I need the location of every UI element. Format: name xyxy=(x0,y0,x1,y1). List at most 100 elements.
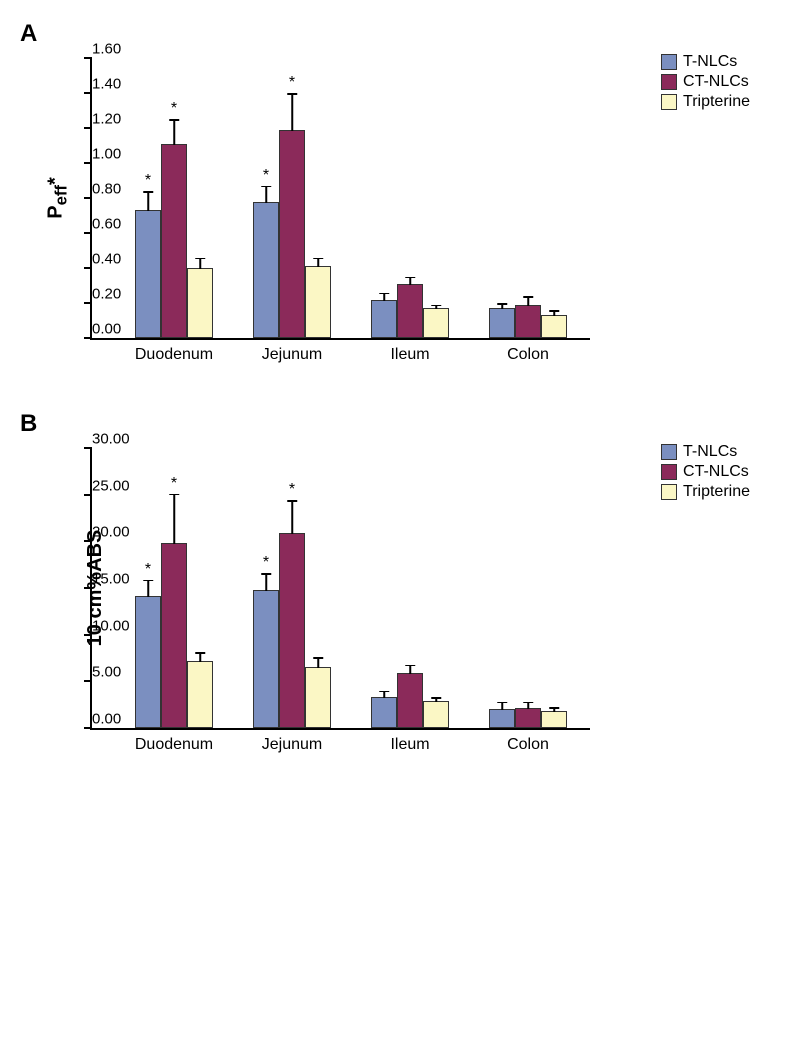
bar xyxy=(371,697,397,728)
significance-marker: * xyxy=(289,74,295,92)
panel-b: B T-NLCsCT-NLCsTripterine 10 cm%ABS 0.00… xyxy=(20,410,769,730)
significance-marker: * xyxy=(263,167,269,185)
significance-marker: * xyxy=(145,172,151,190)
ytick xyxy=(84,727,92,729)
error-bar xyxy=(527,703,529,710)
ytick-label: 0.00 xyxy=(92,321,104,338)
error-cap xyxy=(549,310,559,312)
error-cap xyxy=(261,573,271,575)
xtick-label: Jejunum xyxy=(262,338,322,364)
bar xyxy=(397,284,423,338)
error-cap xyxy=(431,697,441,699)
error-bar xyxy=(409,666,411,674)
ytick xyxy=(84,587,92,589)
error-bar xyxy=(199,259,201,270)
error-cap xyxy=(313,657,323,659)
error-bar xyxy=(291,94,293,131)
ytick-label: 0.00 xyxy=(92,711,104,728)
error-bar xyxy=(435,306,437,310)
legend-swatch xyxy=(661,94,677,110)
ytick-label: 1.00 xyxy=(92,146,104,163)
bar xyxy=(371,300,397,339)
ytick xyxy=(84,232,92,234)
legend-label: T-NLCs xyxy=(683,53,737,71)
error-bar xyxy=(527,297,529,306)
bar xyxy=(305,667,331,728)
significance-marker: * xyxy=(263,554,269,572)
bar xyxy=(541,315,567,338)
legend-swatch xyxy=(661,484,677,500)
ytick xyxy=(84,267,92,269)
chart-a: T-NLCsCT-NLCsTripterine Peff* 0.000.200.… xyxy=(90,58,740,340)
xtick-label: Jejunum xyxy=(262,728,322,754)
panel-a: A T-NLCsCT-NLCsTripterine Peff* 0.000.20… xyxy=(20,20,769,340)
error-bar xyxy=(553,311,555,316)
error-cap xyxy=(523,296,533,298)
error-bar xyxy=(173,495,175,544)
error-bar xyxy=(173,120,175,145)
bar xyxy=(187,661,213,728)
error-cap xyxy=(169,119,179,121)
ytick-label: 5.00 xyxy=(92,664,104,681)
error-cap xyxy=(287,93,297,95)
error-cap xyxy=(405,665,415,667)
chart-b: T-NLCsCT-NLCsTripterine 10 cm%ABS 0.005.… xyxy=(90,448,740,730)
xtick-label: Ileum xyxy=(390,338,429,364)
legend-item: T-NLCs xyxy=(661,443,750,461)
error-bar xyxy=(383,294,385,301)
legend-label: Tripterine xyxy=(683,483,750,501)
legend-label: CT-NLCs xyxy=(683,73,749,91)
error-bar xyxy=(435,698,437,702)
ytick-label: 15.00 xyxy=(92,571,104,588)
ytick-label: 0.60 xyxy=(92,216,104,233)
bar xyxy=(515,305,541,338)
bar: * xyxy=(253,590,279,728)
ytick xyxy=(84,92,92,94)
bar: * xyxy=(135,210,161,338)
error-cap xyxy=(313,258,323,260)
ytick-label: 1.60 xyxy=(92,41,104,58)
legend-item: Tripterine xyxy=(661,483,750,501)
ytick-label: 30.00 xyxy=(92,431,104,448)
error-bar xyxy=(383,692,385,699)
error-bar xyxy=(199,653,201,661)
legend-b: T-NLCsCT-NLCsTripterine xyxy=(661,443,750,503)
bar: * xyxy=(135,596,161,728)
bar: * xyxy=(253,202,279,339)
error-cap xyxy=(195,258,205,260)
ytick-label: 0.40 xyxy=(92,251,104,268)
error-bar xyxy=(409,278,411,285)
ytick xyxy=(84,127,92,129)
error-cap xyxy=(195,652,205,654)
error-cap xyxy=(261,186,271,188)
legend-swatch xyxy=(661,74,677,90)
xtick-label: Colon xyxy=(507,338,549,364)
legend-swatch xyxy=(661,54,677,70)
error-bar xyxy=(501,304,503,309)
error-cap xyxy=(431,305,441,307)
significance-marker: * xyxy=(171,475,177,493)
ytick xyxy=(84,302,92,304)
ytick xyxy=(84,447,92,449)
plot-b: 10 cm%ABS 0.005.0010.0015.0020.0025.0030… xyxy=(90,448,590,730)
error-bar xyxy=(501,703,503,710)
bar xyxy=(541,711,567,728)
significance-marker: * xyxy=(145,561,151,579)
bar xyxy=(489,308,515,338)
error-bar xyxy=(553,708,555,712)
error-bar xyxy=(147,581,149,598)
legend-label: T-NLCs xyxy=(683,443,737,461)
panel-b-label: B xyxy=(20,410,769,438)
ytick xyxy=(84,337,92,339)
error-cap xyxy=(523,702,533,704)
bar xyxy=(187,268,213,338)
legend-item: CT-NLCs xyxy=(661,73,750,91)
error-cap xyxy=(143,191,153,193)
bar: * xyxy=(161,144,187,338)
legend-item: T-NLCs xyxy=(661,53,750,71)
error-cap xyxy=(143,580,153,582)
error-bar xyxy=(291,501,293,534)
error-cap xyxy=(497,702,507,704)
error-cap xyxy=(379,293,389,295)
legend-item: Tripterine xyxy=(661,93,750,111)
